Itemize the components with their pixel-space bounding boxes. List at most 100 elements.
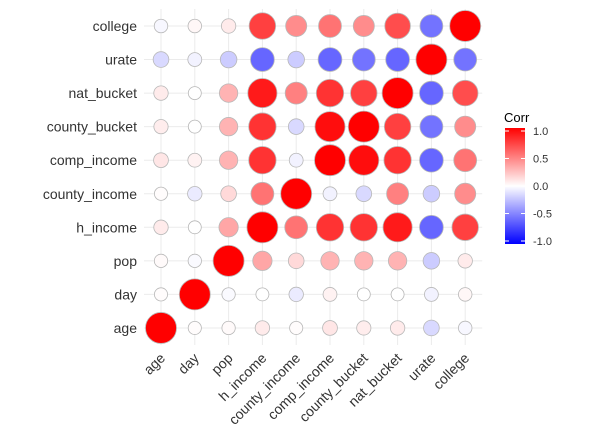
corr-circle-county_income-county_bucket xyxy=(355,185,373,202)
corr-circle-county_bucket-county_income xyxy=(287,118,305,135)
corr-circle-county_bucket-comp_income xyxy=(314,111,346,143)
y-tick-label-county_bucket: county_bucket xyxy=(47,119,137,135)
corr-circle-comp_income-urate xyxy=(419,147,444,173)
corr-circle-day-county_income xyxy=(288,286,304,303)
corr-circle-pop-college xyxy=(457,253,473,269)
corr-circle-nat_bucket-county_bucket xyxy=(350,79,378,107)
corr-circle-h_income-nat_bucket xyxy=(382,212,413,243)
corr-circle-age-urate xyxy=(423,319,440,337)
corr-circle-urate-h_income xyxy=(250,47,275,72)
corr-circle-pop-pop xyxy=(212,244,245,277)
corr-circle-college-nat_bucket xyxy=(384,12,411,40)
corr-circle-county_bucket-day xyxy=(187,119,202,134)
corr-circle-age-comp_income xyxy=(322,320,338,336)
corr-circle-nat_bucket-county_income xyxy=(284,81,308,105)
corr-circle-h_income-comp_income xyxy=(315,213,345,242)
corr-circle-nat_bucket-h_income xyxy=(247,78,278,109)
y-tick-label-nat_bucket: nat_bucket xyxy=(69,85,138,101)
corr-circle-county_bucket-age xyxy=(153,119,169,135)
corr-circle-nat_bucket-age xyxy=(153,85,169,101)
x-axis-tick-labels: age day poph_incomecounty_incomecomp_incom… xyxy=(140,350,472,428)
legend-tick-label: 1.0 xyxy=(533,126,548,138)
legend-ticks: 1.0 0.5 0.0 -0.5 -1.0 xyxy=(505,126,552,248)
y-tick-label-urate: urate xyxy=(105,52,137,68)
legend-tick-label: -1.0 xyxy=(533,236,552,248)
corr-circle-urate-age xyxy=(152,51,170,68)
corr-circle-nat_bucket-day xyxy=(187,86,202,100)
corr-circle-pop-county_bucket xyxy=(354,251,374,271)
corr-circle-urate-comp_income xyxy=(317,47,343,72)
corr-circle-county_bucket-pop xyxy=(219,117,239,137)
corr-circle-day-college xyxy=(458,287,473,302)
corr-circle-nat_bucket-comp_income xyxy=(315,79,345,108)
corr-circle-county_income-day xyxy=(187,186,203,202)
corr-circle-age-county_income xyxy=(289,320,304,335)
corr-circle-age-day xyxy=(187,320,202,335)
y-tick-label-pop: pop xyxy=(114,253,138,269)
corr-circle-pop-urate xyxy=(422,252,441,270)
corr-circle-county_income-county_income xyxy=(280,177,313,210)
legend-tick-label: -0.5 xyxy=(533,209,552,221)
corr-circle-urate-county_bucket xyxy=(351,47,376,72)
y-tick-label-h_income: h_income xyxy=(76,219,137,235)
corr-circle-college-county_bucket xyxy=(352,15,375,37)
corr-circle-h_income-age xyxy=(153,219,169,235)
corr-circle-college-pop xyxy=(220,18,237,34)
corr-circle-college-county_income xyxy=(285,15,308,37)
corr-circle-day-day xyxy=(178,278,211,311)
corr-circle-county_income-age xyxy=(154,186,168,201)
corr-circle-comp_income-nat_bucket xyxy=(383,146,412,175)
legend-tick-label: 0.5 xyxy=(533,154,548,166)
corr-circle-age-college xyxy=(458,320,473,336)
legend-colorbar xyxy=(505,128,525,244)
corr-circle-county_income-h_income xyxy=(250,181,275,206)
corr-circle-county_income-nat_bucket xyxy=(386,182,410,206)
corr-circle-urate-nat_bucket xyxy=(385,47,410,72)
corr-circle-comp_income-county_bucket xyxy=(348,144,380,176)
corr-circle-day-age xyxy=(154,287,168,302)
corr-circle-college-day xyxy=(187,18,202,34)
corr-circle-age-h_income xyxy=(254,320,271,336)
corr-circle-nat_bucket-pop xyxy=(219,83,239,103)
x-tick-label-college: college xyxy=(430,350,473,393)
corr-circle-college-h_income xyxy=(248,12,277,40)
y-tick-label-day: day xyxy=(114,286,137,302)
corr-circle-pop-county_income xyxy=(287,252,305,270)
corr-circle-county_income-comp_income xyxy=(322,186,338,202)
corr-circle-age-nat_bucket xyxy=(389,320,406,336)
corr-circle-county_bucket-h_income xyxy=(248,112,277,141)
corr-circle-age-county_bucket xyxy=(356,320,372,336)
corr-circle-urate-pop xyxy=(219,50,238,69)
corr-circle-age-pop xyxy=(221,320,236,336)
corr-circle-comp_income-age xyxy=(153,152,169,169)
corr-circle-comp_income-day xyxy=(187,152,203,168)
corr-circle-college-college xyxy=(449,10,482,42)
corr-circle-county_bucket-urate xyxy=(419,114,444,139)
corr-circle-county_income-urate xyxy=(422,185,441,203)
corr-circle-day-pop xyxy=(221,287,236,302)
corr-circle-comp_income-h_income xyxy=(248,146,277,175)
corr-circle-nat_bucket-nat_bucket xyxy=(381,77,414,109)
corr-circle-pop-comp_income xyxy=(320,251,340,271)
corr-circle-college-age xyxy=(153,18,169,34)
corr-circle-comp_income-pop xyxy=(219,150,239,170)
corr-circle-county_income-pop xyxy=(220,185,237,202)
corr-circle-h_income-urate xyxy=(419,215,444,240)
y-axis-tick-labels: college urate nat_bucket county_bucket comp_… xyxy=(43,18,137,336)
corr-circle-nat_bucket-urate xyxy=(419,80,444,106)
corr-circle-pop-age xyxy=(153,253,169,268)
corr-circle-day-comp_income xyxy=(322,287,338,302)
corr-circle-h_income-day xyxy=(187,220,202,235)
corr-circle-h_income-county_bucket xyxy=(349,213,378,242)
corr-circle-nat_bucket-college xyxy=(452,79,479,107)
corr-circle-college-urate xyxy=(419,14,444,38)
corr-circle-pop-h_income xyxy=(252,250,273,271)
y-tick-label-comp_income: comp_income xyxy=(50,152,137,168)
corr-circle-day-county_bucket xyxy=(356,287,371,302)
corr-circle-age-age xyxy=(145,312,177,344)
corr-circle-urate-college xyxy=(453,47,478,72)
legend-tick-label: 0.0 xyxy=(533,181,548,193)
correlation-circles xyxy=(145,10,482,344)
